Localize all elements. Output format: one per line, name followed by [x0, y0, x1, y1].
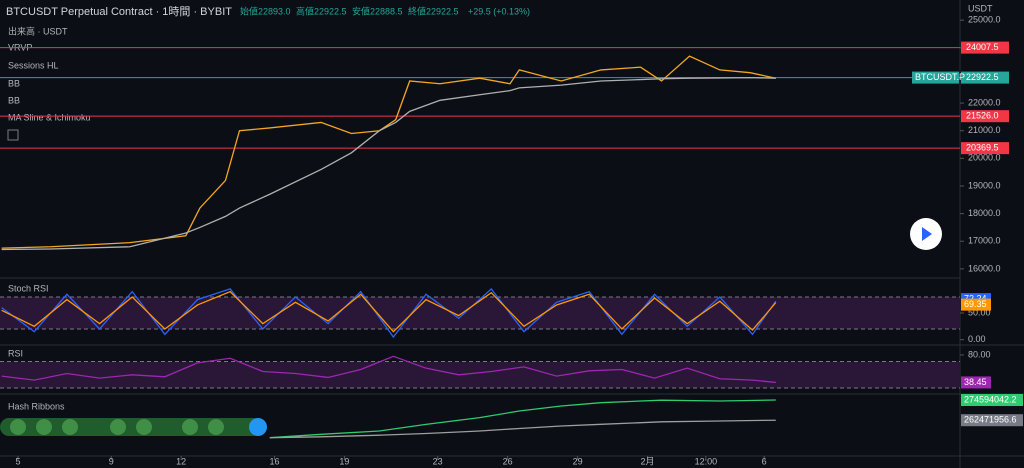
x-tick-label: 2月 — [641, 456, 655, 466]
series-line — [269, 399, 776, 439]
y-tick-label: 21000.0 — [968, 125, 1001, 135]
axis-unit: USDT — [968, 3, 993, 13]
band-fill — [0, 361, 960, 389]
high: 高値22922.5 — [296, 5, 347, 16]
symbol-tag: BTCUSDT.P — [915, 72, 965, 82]
y-tick-label: 20000.0 — [968, 153, 1001, 163]
price-tag-bg — [961, 71, 1009, 84]
price-tag: 21526.0 — [966, 111, 999, 121]
play-icon — [922, 227, 932, 241]
change: +29.5 (+0.13%) — [468, 6, 530, 16]
x-tick-label: 12 — [176, 456, 186, 466]
value-tag-bg — [961, 414, 1023, 427]
price-tag-bg — [961, 110, 1009, 123]
indicator-label[interactable]: Sessions HL — [8, 60, 59, 70]
y-tick-label: 17000.0 — [968, 236, 1001, 246]
value-tag: 38.45 — [964, 377, 987, 387]
y-tick-label: 18000.0 — [968, 208, 1001, 218]
series-line — [1, 77, 776, 251]
low: 安値22888.5 — [352, 5, 403, 16]
series-line — [269, 419, 776, 439]
symbol-tag-bg — [912, 71, 959, 84]
price-tag-bg — [961, 41, 1009, 54]
volume-label: 出来高 · USDT — [8, 25, 68, 36]
value-tag-bg — [961, 298, 991, 311]
x-tick-label: 19 — [339, 456, 349, 466]
y-tick-label: 80.00 — [968, 349, 991, 359]
x-tick-label: 29 — [573, 456, 583, 466]
price-tag: 22922.5 — [966, 72, 999, 82]
value-tag: 274594042.2 — [964, 394, 1017, 404]
y-tick-label: 25000.0 — [968, 15, 1001, 25]
value-tag: 69.35 — [964, 299, 987, 309]
indicator-label[interactable]: BB — [8, 78, 20, 88]
y-tick-label: 19000.0 — [968, 180, 1001, 190]
close: 終値22922.5 — [408, 5, 459, 16]
value-tag: 72.24 — [964, 293, 987, 303]
indicator-label[interactable]: MA Sline & Ichimoku — [8, 112, 91, 122]
price-tag: 20369.5 — [966, 143, 999, 153]
series-line — [1, 55, 776, 249]
y-tick-label: 22000.0 — [968, 97, 1001, 107]
pane-title: Hash Ribbons — [8, 401, 65, 411]
value-tag-bg — [961, 376, 991, 389]
y-tick-label: 50.00 — [968, 307, 991, 317]
x-tick-label: 12:00 — [695, 456, 718, 466]
x-tick-label: 23 — [433, 456, 443, 466]
x-tick-label: 9 — [109, 456, 114, 466]
series-line — [1, 290, 777, 333]
price-tag: 24007.5 — [966, 42, 999, 52]
symbol-title[interactable]: BTCUSDT Perpetual Contract · 1時間 · BYBIT — [6, 5, 232, 18]
x-tick-label: 26 — [503, 456, 513, 466]
indicator-label[interactable]: BB — [8, 95, 20, 105]
y-tick-label: 0.00 — [968, 334, 986, 344]
value-tag-bg — [961, 394, 1023, 407]
series-line — [1, 287, 777, 339]
x-tick-label: 16 — [269, 456, 279, 466]
price-tag-bg — [961, 142, 1009, 155]
pane-title: RSI — [8, 348, 23, 358]
value-tag: 262471956.6 — [964, 415, 1017, 425]
series-line — [1, 355, 776, 384]
x-tick-label: 6 — [762, 456, 767, 466]
y-tick-label: 16000.0 — [968, 263, 1001, 273]
band-fill — [0, 296, 960, 329]
hash-dots — [0, 418, 267, 436]
collapse-button[interactable] — [7, 129, 19, 141]
x-tick-label: 5 — [15, 456, 20, 466]
pane-title: Stoch RSI — [8, 283, 49, 293]
open: 始値22893.0 — [240, 5, 291, 16]
